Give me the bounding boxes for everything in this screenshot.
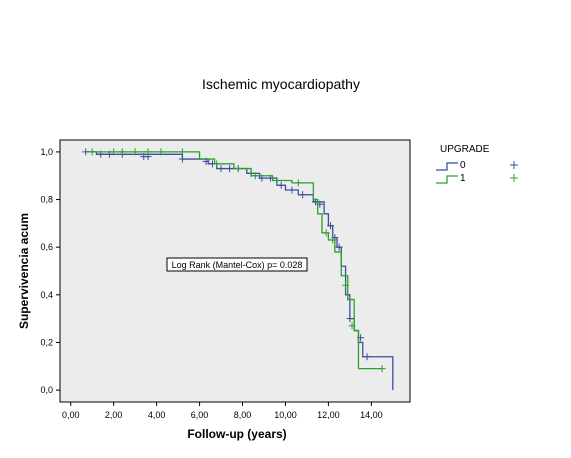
legend-entry-0: 0 [436, 160, 518, 171]
legend-label: 1 [460, 173, 466, 184]
x-tick-label: 6,00 [191, 410, 209, 420]
y-tick-label: 0,6 [40, 242, 53, 252]
legend-entry-1: 1 [436, 173, 518, 184]
legend-censor-mark [510, 174, 518, 182]
y-tick-label: 0,2 [40, 337, 53, 347]
x-tick-label: 12,00 [317, 410, 340, 420]
y-tick-label: 0,0 [40, 385, 53, 395]
y-axis: 0,0 0,2 0,4 0,6 0,8 1,0 [40, 147, 60, 395]
x-tick-label: 4,00 [148, 410, 166, 420]
x-tick-label: 10,00 [274, 410, 297, 420]
x-tick-label: 8,00 [234, 410, 252, 420]
legend: UPGRADE 0 1 [436, 144, 518, 184]
legend-title: UPGRADE [440, 144, 490, 155]
legend-line [436, 163, 458, 170]
y-tick-label: 0,4 [40, 290, 53, 300]
x-tick-label: 0,00 [62, 410, 80, 420]
x-axis-label: Follow-up (years) [187, 427, 286, 441]
x-tick-label: 14,00 [360, 410, 383, 420]
x-axis: 0,00 2,00 4,00 6,00 8,00 10,00 12,00 14,00 [62, 402, 383, 420]
y-tick-label: 0,8 [40, 195, 53, 205]
y-tick-label: 1,0 [40, 147, 53, 157]
annotation-text: Log Rank (Mantel-Cox) p= 0.028 [172, 260, 303, 270]
logrank-annotation: Log Rank (Mantel-Cox) p= 0.028 [167, 258, 307, 271]
legend-line [436, 176, 458, 183]
legend-label: 0 [460, 160, 466, 171]
y-axis-label: Supervivencia acum [17, 213, 31, 329]
x-tick-label: 2,00 [105, 410, 123, 420]
legend-censor-mark [510, 161, 518, 169]
chart-title: Ischemic myocardiopathy [202, 76, 360, 92]
